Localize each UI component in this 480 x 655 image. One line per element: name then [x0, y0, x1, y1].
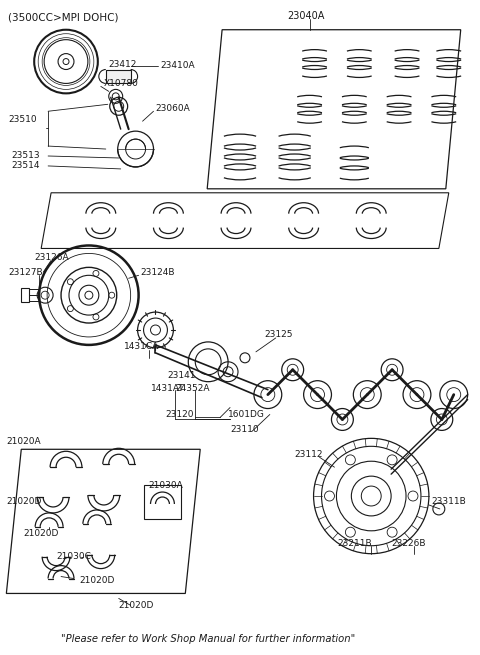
Text: 24352A: 24352A: [175, 384, 210, 393]
Text: 23311B: 23311B: [431, 498, 466, 506]
Text: 23110: 23110: [230, 425, 259, 434]
Text: 23510: 23510: [8, 115, 37, 124]
Text: 23120: 23120: [166, 410, 194, 419]
Text: 21020D: 21020D: [119, 601, 154, 610]
Text: 21030C: 21030C: [56, 552, 91, 561]
Text: 23211B: 23211B: [337, 539, 372, 548]
Text: 1431CA: 1431CA: [124, 343, 159, 351]
Text: "Please refer to Work Shop Manual for further information": "Please refer to Work Shop Manual for fu…: [61, 634, 355, 644]
Text: 21030A: 21030A: [148, 481, 183, 489]
Text: 23226B: 23226B: [391, 539, 426, 548]
Text: 1431AT: 1431AT: [151, 384, 184, 393]
Text: 23126A: 23126A: [34, 253, 69, 262]
Text: 23040A: 23040A: [288, 11, 325, 21]
Text: 23513: 23513: [12, 151, 40, 160]
Text: 23125: 23125: [265, 331, 293, 339]
Text: 23127B: 23127B: [8, 268, 43, 277]
Text: 21020D: 21020D: [6, 498, 42, 506]
Text: 23412: 23412: [109, 60, 137, 69]
Text: 23124B: 23124B: [141, 268, 175, 277]
Bar: [144, 485, 181, 519]
Text: 21020A: 21020A: [6, 437, 41, 446]
Text: 23514: 23514: [12, 161, 40, 170]
Text: 23410A: 23410A: [160, 61, 195, 70]
Text: 23060A: 23060A: [156, 103, 190, 113]
Text: 21020D: 21020D: [23, 529, 59, 538]
Text: X10780: X10780: [104, 79, 139, 88]
Text: 1601DG: 1601DG: [228, 410, 265, 419]
Text: 21020D: 21020D: [79, 576, 114, 585]
Text: 23112: 23112: [295, 450, 323, 458]
Polygon shape: [106, 69, 131, 83]
Text: 23141: 23141: [168, 371, 196, 380]
Text: (3500CC>MPI DOHC): (3500CC>MPI DOHC): [8, 13, 119, 23]
